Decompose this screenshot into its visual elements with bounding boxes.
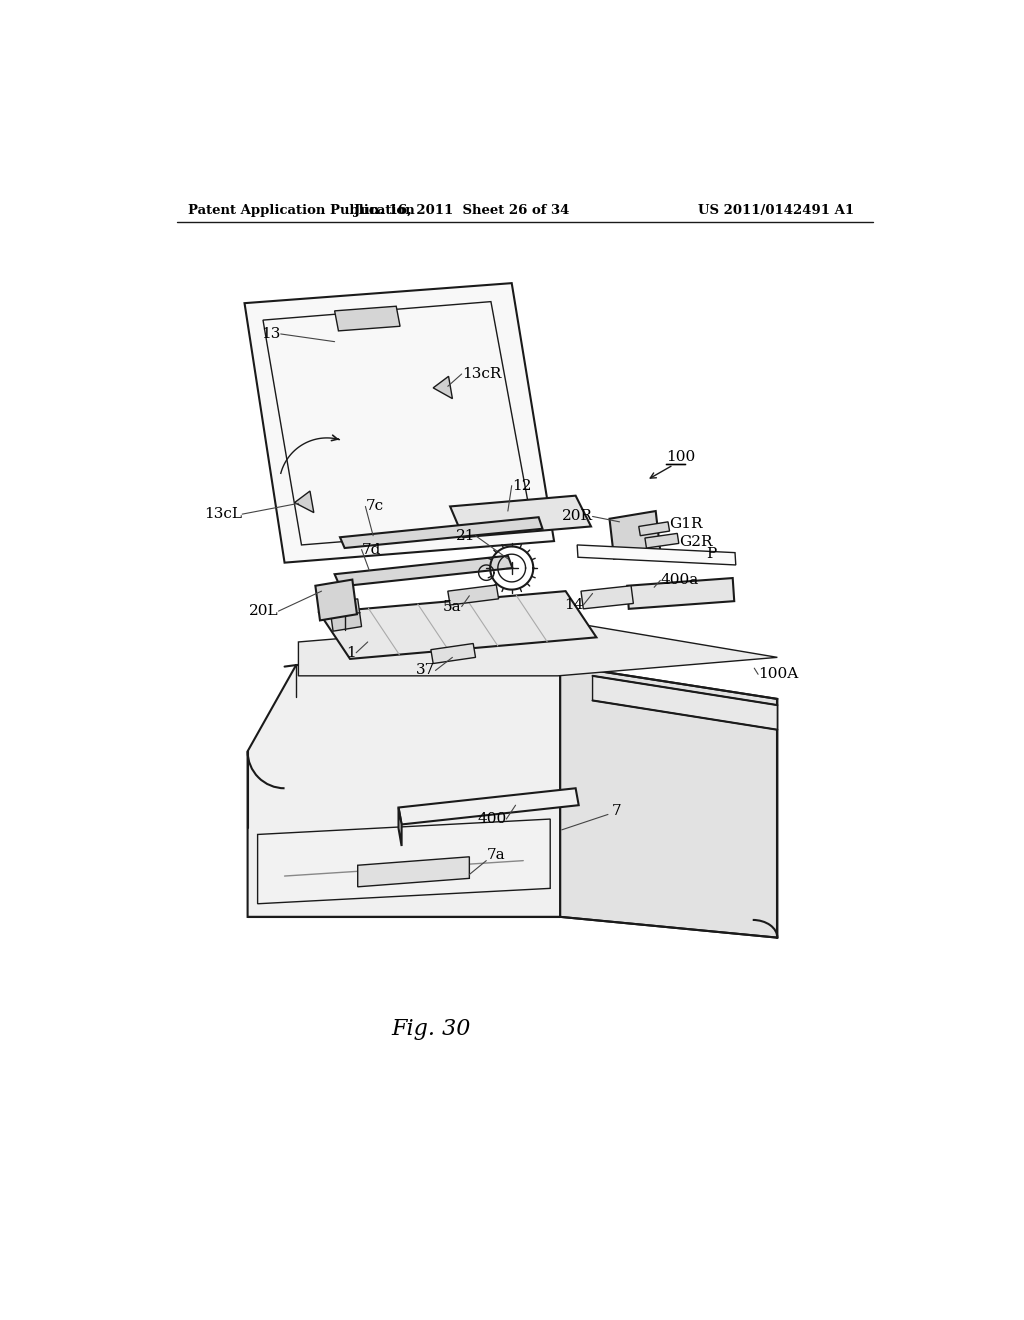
Polygon shape <box>319 591 596 659</box>
Polygon shape <box>578 545 736 565</box>
Text: US 2011/0142491 A1: US 2011/0142491 A1 <box>698 205 854 218</box>
Polygon shape <box>645 533 679 548</box>
Text: 13cR: 13cR <box>462 367 501 381</box>
Text: 5a: 5a <box>443 599 462 614</box>
Polygon shape <box>248 665 560 917</box>
Polygon shape <box>609 511 660 558</box>
Polygon shape <box>335 556 512 586</box>
Text: 12: 12 <box>512 479 531 492</box>
Polygon shape <box>447 585 499 605</box>
Text: 400: 400 <box>477 812 506 826</box>
Polygon shape <box>581 586 634 609</box>
Polygon shape <box>398 788 579 825</box>
Polygon shape <box>245 284 554 562</box>
Text: 20L: 20L <box>249 605 279 618</box>
Polygon shape <box>335 306 400 331</box>
Polygon shape <box>560 665 777 937</box>
Text: 37: 37 <box>416 664 435 677</box>
Polygon shape <box>398 808 401 846</box>
Text: 14: 14 <box>564 598 584 612</box>
Text: 13: 13 <box>261 327 281 341</box>
Polygon shape <box>357 857 469 887</box>
Text: 21: 21 <box>456 529 475 543</box>
Text: Jun. 16, 2011  Sheet 26 of 34: Jun. 16, 2011 Sheet 26 of 34 <box>354 205 569 218</box>
Polygon shape <box>340 517 543 548</box>
Polygon shape <box>451 496 591 537</box>
Text: 100A: 100A <box>758 668 799 681</box>
Polygon shape <box>628 578 734 609</box>
Polygon shape <box>433 376 453 399</box>
Text: G2R: G2R <box>679 535 713 549</box>
Text: P: P <box>707 548 717 561</box>
Text: 7d: 7d <box>361 543 381 557</box>
Text: 7a: 7a <box>486 849 505 862</box>
Text: 1: 1 <box>346 645 356 660</box>
Text: 7c: 7c <box>366 499 384 513</box>
Text: 13cL: 13cL <box>204 507 243 521</box>
Text: 20R: 20R <box>561 510 593 524</box>
Polygon shape <box>431 644 475 664</box>
Polygon shape <box>258 818 550 904</box>
Text: Patent Application Publication: Patent Application Publication <box>188 205 415 218</box>
Polygon shape <box>593 676 777 730</box>
Polygon shape <box>639 521 670 536</box>
Polygon shape <box>315 579 357 620</box>
Text: Fig. 30: Fig. 30 <box>391 1018 471 1040</box>
Text: 100: 100 <box>666 450 695 465</box>
Polygon shape <box>295 491 313 512</box>
Text: G1R: G1R <box>670 517 703 531</box>
Text: 7: 7 <box>611 804 622 818</box>
Text: 400a: 400a <box>660 573 698 587</box>
Polygon shape <box>330 599 361 631</box>
Polygon shape <box>298 620 777 676</box>
